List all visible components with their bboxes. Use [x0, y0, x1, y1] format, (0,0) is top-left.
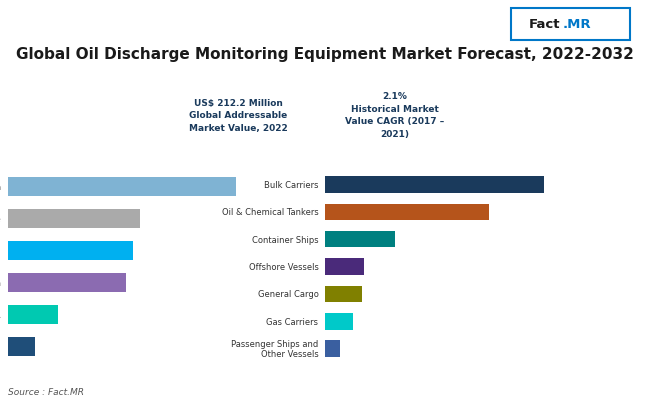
Text: Container Ships: Container Ships — [252, 235, 318, 244]
Bar — [325, 259, 365, 275]
Bar — [325, 177, 544, 193]
Text: MEA: MEA — [0, 310, 1, 319]
Text: Bulk Carriers: Bulk Carriers — [264, 181, 318, 190]
Text: US$ 212.2 Million
Global Addressable
Market Value, 2022: US$ 212.2 Million Global Addressable Mar… — [189, 98, 288, 132]
Text: South Asia & Oceania: South Asia & Oceania — [0, 278, 1, 287]
Bar — [325, 313, 354, 330]
Bar — [8, 178, 235, 197]
FancyBboxPatch shape — [511, 9, 630, 41]
Bar — [8, 337, 35, 356]
Bar — [325, 286, 362, 303]
Text: East Asia: East Asia — [0, 183, 1, 192]
Bar — [8, 209, 140, 229]
Text: Latin America: Latin America — [0, 342, 1, 351]
Bar — [325, 341, 341, 357]
Text: Europe: Europe — [0, 215, 1, 224]
Bar — [8, 273, 126, 292]
Text: Passenger Ships and
Other Vessels: Passenger Ships and Other Vessels — [231, 339, 318, 358]
Text: Oil & Chemical Tankers: Oil & Chemical Tankers — [222, 208, 318, 217]
Text: General Cargo: General Cargo — [257, 290, 318, 299]
Text: Fact: Fact — [528, 18, 560, 31]
Text: Gas Carriers: Gas Carriers — [266, 317, 318, 326]
Bar — [8, 241, 133, 260]
Text: Source : Fact.MR: Source : Fact.MR — [8, 387, 84, 396]
Text: 2.1%
Historical Market
Value CAGR (2017 –
2021): 2.1% Historical Market Value CAGR (2017 … — [345, 92, 444, 139]
Text: 42%
Bulk Carriers Segment
Market Value Share,
2022: 42% Bulk Carriers Segment Market Value S… — [493, 92, 608, 139]
Text: .MR: .MR — [563, 18, 592, 31]
Bar — [8, 305, 58, 324]
Text: Market Split by Vessel Type, 2021 A: Market Split by Vessel Type, 2021 A — [385, 155, 582, 165]
Text: North America: North America — [0, 247, 1, 256]
Text: Market Split by Regions, 2021 A: Market Split by Regions, 2021 A — [73, 155, 250, 165]
Text: Global Oil Discharge Monitoring Equipment Market Forecast, 2022-2032: Global Oil Discharge Monitoring Equipmen… — [16, 47, 634, 62]
Text: Offshore Vessels: Offshore Vessels — [248, 262, 318, 271]
Bar — [325, 231, 395, 248]
Bar — [325, 204, 489, 220]
Text: 4.8%
Global Market Value
CAGR
(2022 – 2032): 4.8% Global Market Value CAGR (2022 – 20… — [31, 92, 134, 139]
